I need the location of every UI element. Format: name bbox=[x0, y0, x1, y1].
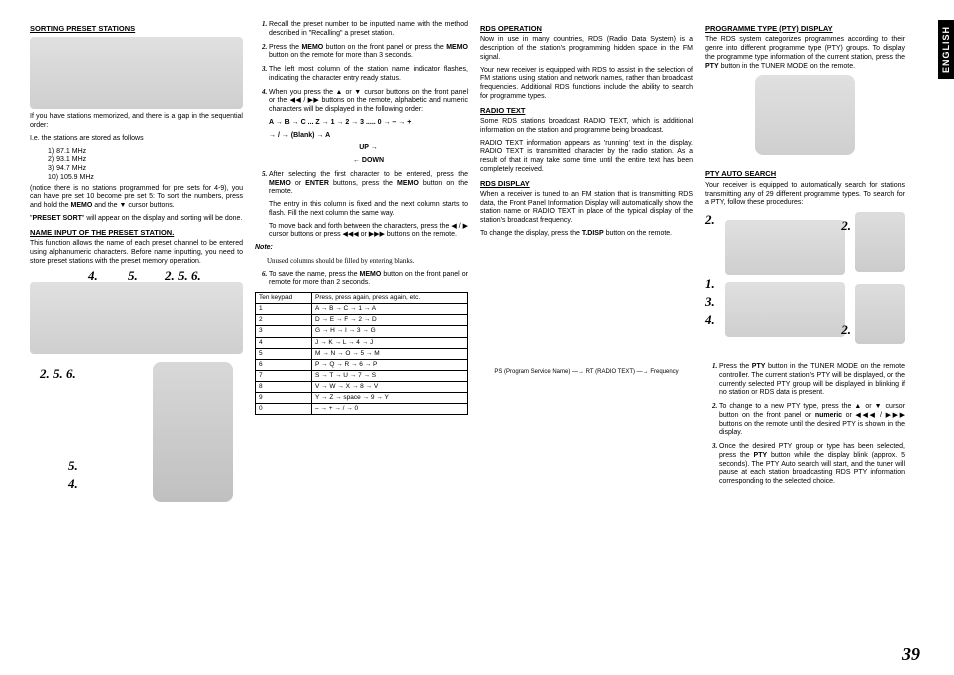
heading-rds-display: RDS Display bbox=[480, 179, 693, 188]
char-sequence: → / → (Blank) → A bbox=[269, 132, 468, 141]
table-row: 6P → Q → R → 6 → P bbox=[256, 359, 468, 370]
text: The entry in this column is fixed and th… bbox=[269, 201, 468, 219]
callout: 2. bbox=[841, 322, 851, 338]
text: Your new receiver is equipped with RDS t… bbox=[480, 67, 693, 102]
table-header: Ten keypad bbox=[256, 293, 312, 304]
text: If you have stations memorized, and ther… bbox=[30, 113, 243, 131]
callout: 5. bbox=[68, 458, 78, 474]
callout: 4. bbox=[705, 312, 715, 328]
page-number: 39 bbox=[902, 644, 920, 665]
step-3: The left most column of the station name… bbox=[269, 65, 468, 84]
text: To change the display, press the T.DISP … bbox=[480, 230, 693, 239]
text: The RDS system categorizes programmes ac… bbox=[705, 36, 905, 71]
table-row: 8V → W → X → 8 → V bbox=[256, 382, 468, 393]
step-6: To save the name, press the MEMO button … bbox=[269, 270, 468, 289]
pty-step-2: To change to a new PTY type, press the ▲… bbox=[719, 402, 905, 438]
station: 10) 105.9 MHz bbox=[48, 174, 243, 183]
figure-remote-top bbox=[705, 75, 905, 165]
char-sequence: ← DOWN bbox=[269, 157, 468, 166]
step-5: After selecting the first character to b… bbox=[269, 170, 468, 240]
callout: 1. bbox=[705, 276, 715, 292]
callout: 2. bbox=[705, 212, 715, 228]
callout: 4. bbox=[68, 476, 78, 492]
column-4: Programme Type (PTY) Display The RDS sys… bbox=[705, 20, 905, 655]
text: (notice there is no stations programmed … bbox=[30, 185, 243, 211]
flow-diagram: PS (Program Service Name) —→ RT (RADIO T… bbox=[480, 369, 693, 377]
figure-receiver-2 bbox=[30, 282, 243, 354]
figure-receiver-3 bbox=[725, 220, 845, 275]
heading-rds-operation: RDS Operation bbox=[480, 24, 693, 33]
text: I.e. the stations are stored as follows bbox=[30, 135, 243, 144]
table-row: 5M → N → O → 5 → M bbox=[256, 348, 468, 359]
steps-list-cont: To save the name, press the MEMO button … bbox=[255, 270, 468, 289]
figure-receiver-callouts: 4. 5. 2. 5. 6. bbox=[30, 282, 243, 354]
table-row: 2D → E → F → 2 → D bbox=[256, 315, 468, 326]
text: Some RDS stations broadcast RADIO TEXT, … bbox=[480, 118, 693, 136]
steps-list: Recall the preset number to be inputted … bbox=[255, 20, 468, 240]
pty-step-1: Press the PTY button in the TUNER MODE o… bbox=[719, 362, 905, 398]
table-row: 4J → K → L → 4 → J bbox=[256, 337, 468, 348]
char-sequence: UP → bbox=[269, 144, 468, 153]
figure-pty-group: 2. 2. 1. 3. 4. 2. bbox=[705, 212, 905, 362]
callout: 3. bbox=[705, 294, 715, 310]
note-text: Unused columns should be filled by enter… bbox=[255, 257, 468, 266]
station: 3) 94.7 MHz bbox=[48, 165, 243, 174]
heading-name-input: Name Input of the Preset Station. bbox=[30, 228, 243, 237]
figure-remote-callouts: 2. 5. 6. 5. 4. bbox=[30, 358, 243, 518]
figure-remote-small-1 bbox=[855, 212, 905, 272]
language-tab: ENGLISH bbox=[938, 20, 954, 79]
station: 1) 87.1 MHz bbox=[48, 148, 243, 157]
heading-sorting-preset: Sorting Preset Stations bbox=[30, 24, 243, 33]
table-row: 1A → B → C → 1 → A bbox=[256, 304, 468, 315]
column-3: RDS Operation Now in use in many countri… bbox=[480, 20, 693, 655]
text: Now in use in many countries, RDS (Radio… bbox=[480, 36, 693, 62]
station: 2) 93.1 MHz bbox=[48, 156, 243, 165]
char-sequence: A → B → C ... Z → 1 → 2 → 3 ..... 0 → – … bbox=[269, 119, 468, 128]
text: Your receiver is equipped to automatical… bbox=[705, 182, 905, 208]
text: This function allows the name of each pr… bbox=[30, 240, 243, 266]
text: RADIO TEXT information appears as 'runni… bbox=[480, 140, 693, 175]
figure-receiver-1 bbox=[30, 37, 243, 109]
figure-remote-partial bbox=[755, 75, 855, 155]
note-heading: Note: bbox=[255, 244, 468, 253]
figure-receiver-4 bbox=[725, 282, 845, 337]
step-4: When you press the ▲ or ▼ cursor buttons… bbox=[269, 88, 468, 166]
step-1: Recall the preset number to be inputted … bbox=[269, 20, 468, 39]
station-list: 1) 87.1 MHz 2) 93.1 MHz 3) 94.7 MHz 10) … bbox=[30, 148, 243, 183]
table-header-row: Ten keypad Press, press again, press aga… bbox=[256, 293, 468, 304]
callout: 2. bbox=[841, 218, 851, 234]
table-row: 7S → T → U → 7 → S bbox=[256, 370, 468, 381]
pty-step-3: Once the desired PTY group or type has b… bbox=[719, 442, 905, 487]
table-header: Press, press again, press again, etc. bbox=[311, 293, 467, 304]
text: When a receiver is tuned to an FM statio… bbox=[480, 191, 693, 226]
column-1: Sorting Preset Stations If you have stat… bbox=[30, 20, 243, 655]
table-row: 0– → + → / → 0 bbox=[256, 404, 468, 415]
step-2: Press the MEMO button on the front panel… bbox=[269, 43, 468, 62]
heading-pty-auto-search: PTY Auto Search bbox=[705, 169, 905, 178]
figure-remote-small-2 bbox=[855, 284, 905, 344]
heading-pty-display: Programme Type (PTY) Display bbox=[705, 24, 905, 33]
table-row: 9Y → Z → space → 9 → Y bbox=[256, 393, 468, 404]
text: "PRESET SORT" will appear on the display… bbox=[30, 215, 243, 224]
text: To move back and forth between the chara… bbox=[269, 223, 468, 241]
callout: 2. 5. 6. bbox=[40, 366, 76, 382]
heading-radio-text: Radio Text bbox=[480, 106, 693, 115]
pty-steps-list: Press the PTY button in the TUNER MODE o… bbox=[705, 362, 905, 487]
keypad-table: Ten keypad Press, press again, press aga… bbox=[255, 292, 468, 415]
table-row: 3G → H → I → 3 → G bbox=[256, 326, 468, 337]
figure-remote bbox=[153, 362, 233, 502]
column-2: Recall the preset number to be inputted … bbox=[255, 20, 468, 655]
